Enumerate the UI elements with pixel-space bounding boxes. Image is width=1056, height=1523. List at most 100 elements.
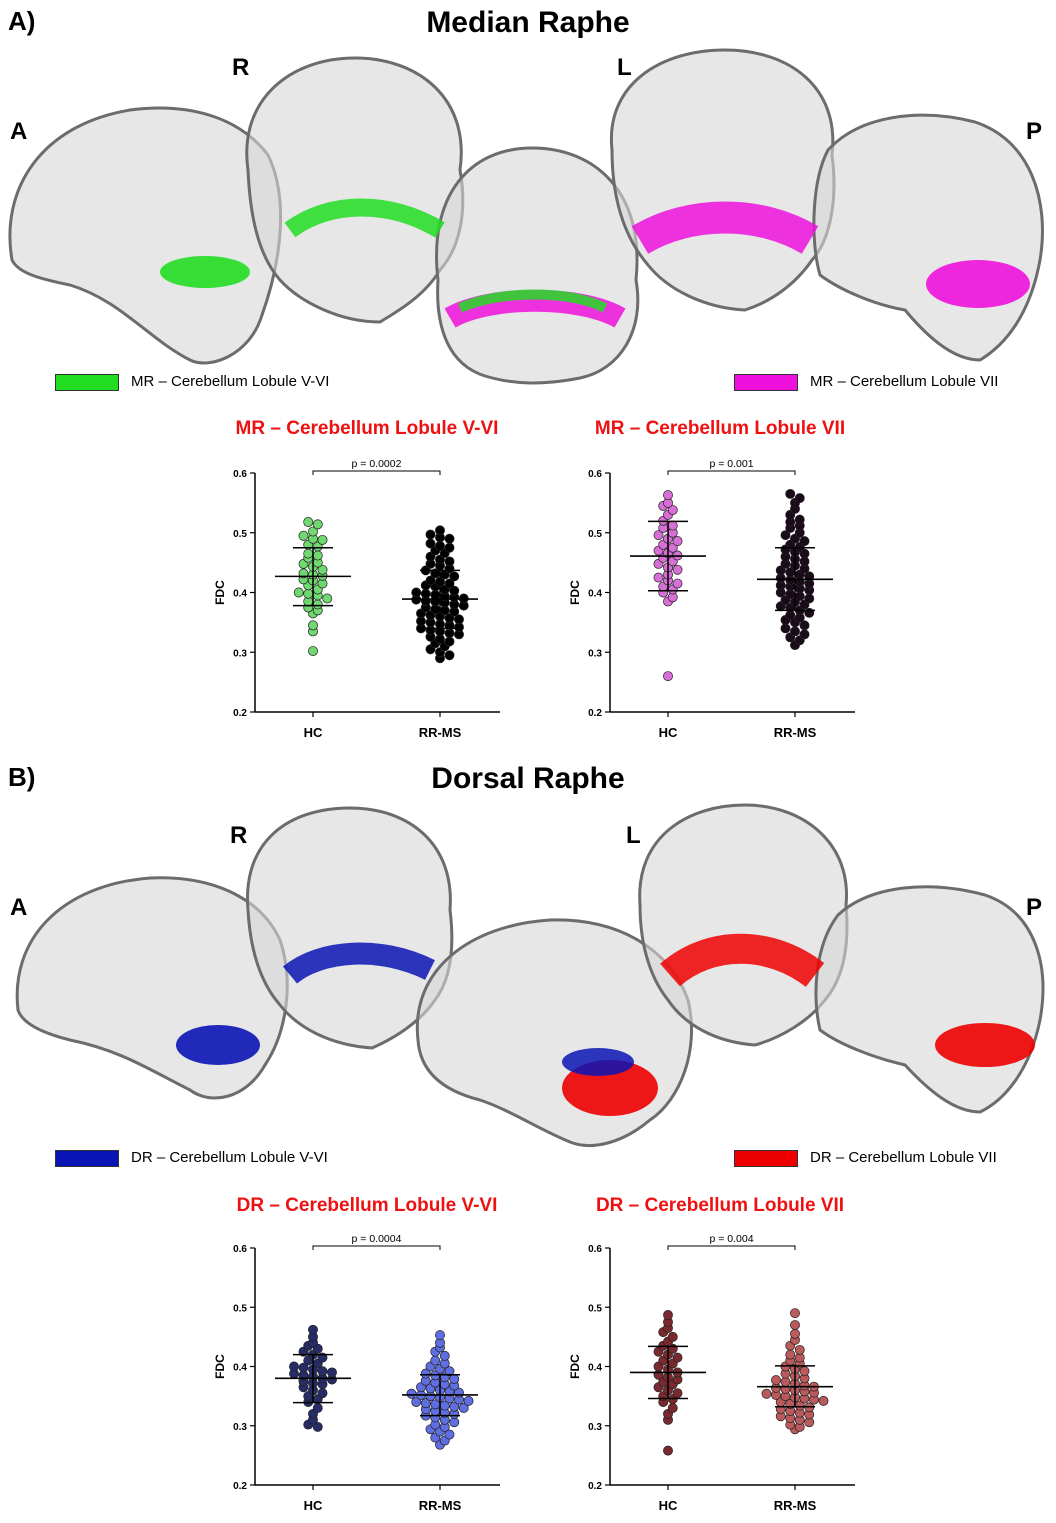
- data-point: [790, 1308, 800, 1319]
- orient-l-label: L: [617, 54, 632, 81]
- data-point: [298, 1362, 309, 1373]
- data-point: [312, 519, 323, 530]
- data-point: [449, 1417, 460, 1428]
- data-point: [444, 556, 455, 567]
- y-tick-label: 0.2: [233, 1481, 247, 1492]
- legend-label-dr-vii: DR – Cerebellum Lobule VII: [810, 1149, 997, 1166]
- data-point: [444, 650, 455, 661]
- data-point: [303, 548, 314, 559]
- orient-a-label-b: A: [10, 894, 28, 921]
- data-point: [667, 1403, 678, 1413]
- orient-r-label: R: [232, 54, 250, 81]
- data-point: [785, 488, 796, 499]
- x-tick-label: HC: [304, 1498, 323, 1513]
- data-point: [794, 514, 805, 525]
- x-tick-label: HC: [659, 725, 678, 740]
- data-point: [444, 1429, 455, 1440]
- y-tick-label: 0.2: [233, 708, 247, 719]
- data-point: [672, 578, 683, 589]
- data-point: [444, 1366, 455, 1377]
- y-tick-label: 0.6: [233, 1244, 247, 1255]
- data-point: [312, 599, 323, 610]
- data-point: [312, 550, 323, 561]
- data-point: [411, 1397, 422, 1407]
- y-tick-label: 0.6: [588, 1244, 602, 1255]
- data-point: [435, 1330, 445, 1341]
- data-point: [444, 578, 455, 589]
- data-point: [799, 620, 810, 631]
- data-point: [435, 525, 445, 536]
- p-value-bracket: [312, 1245, 441, 1250]
- brain-axial-center: [435, 146, 640, 385]
- data-point: [312, 1421, 323, 1432]
- data-point: [317, 1366, 328, 1377]
- chart-title-mr-v-vi: MR – Cerebellum Lobule V-VI: [235, 418, 499, 439]
- data-point: [289, 1361, 299, 1372]
- brain-lateral-right-b: [814, 885, 1045, 1114]
- data-point: [454, 614, 464, 625]
- x-tick-label: RR-MS: [419, 725, 462, 740]
- data-point: [799, 629, 810, 640]
- legend-label-dr-v-vi: DR – Cerebellum Lobule V-VI: [131, 1149, 328, 1166]
- data-point: [444, 542, 455, 553]
- data-point: [672, 1352, 683, 1363]
- data-point: [672, 564, 683, 575]
- brain-render-median-raphe: [8, 48, 1044, 385]
- data-point: [804, 593, 815, 604]
- data-point: [308, 1324, 318, 1335]
- panel-a-letter: A): [8, 6, 36, 36]
- data-point: [420, 1398, 431, 1409]
- p-value-bracket: [667, 470, 796, 475]
- scatter-chart-mr-v-vi: 0.2 0.3 0.4 0.5 0.6 FDC HC RR-MS p = 0.0002: [213, 458, 500, 740]
- data-point: [430, 589, 441, 600]
- data-point: [653, 1369, 664, 1380]
- y-tick-label: 0.6: [233, 469, 247, 480]
- x-tick-label: HC: [659, 1498, 678, 1513]
- scatter-chart-dr-vii: 0.2 0.3 0.4 0.5 0.6 FDC HC RR-MS p = 0.004: [568, 1233, 855, 1513]
- data-point: [663, 671, 673, 682]
- p-value-label: p = 0.0002: [352, 458, 402, 470]
- data-point: [435, 540, 445, 551]
- data-point: [785, 1349, 796, 1360]
- data-point: [818, 1395, 829, 1406]
- data-point: [439, 1350, 450, 1361]
- data-point: [780, 530, 791, 541]
- x-tick-label: RR-MS: [774, 1498, 817, 1513]
- data-point: [667, 505, 678, 515]
- y-tick-label: 0.5: [588, 529, 602, 540]
- brain-coronal-left: [609, 48, 836, 312]
- brain-coronal-right: [245, 56, 465, 324]
- chart-title-dr-vii: DR – Cerebellum Lobule VII: [595, 1195, 845, 1216]
- orient-p-label-b: P: [1026, 894, 1043, 921]
- data-point: [667, 1331, 678, 1342]
- data-point: [761, 1388, 772, 1399]
- y-tick-label: 0.6: [588, 469, 602, 480]
- data-point: [663, 1310, 673, 1320]
- y-tick-label: 0.4: [233, 1363, 247, 1374]
- panel-b-title: Dorsal Raphe: [431, 762, 625, 795]
- orient-r-label-b: R: [230, 822, 248, 849]
- data-point: [663, 490, 673, 501]
- data-point: [308, 620, 318, 631]
- data-point: [458, 1403, 469, 1413]
- data-point: [411, 587, 422, 598]
- legend-label-mr-vii: MR – Cerebellum Lobule VII: [810, 373, 999, 390]
- data-point: [308, 526, 318, 537]
- orient-l-label-b: L: [626, 822, 641, 849]
- scatter-chart-mr-vii: 0.2 0.3 0.4 0.5 0.6 FDC HC RR-MS p = 0.001: [568, 458, 855, 740]
- data-point: [406, 1388, 417, 1399]
- data-point: [672, 1388, 683, 1399]
- y-axis-label: FDC: [213, 1354, 227, 1379]
- data-point: [420, 1368, 431, 1379]
- data-point: [312, 1403, 323, 1413]
- panel-a-title: Median Raphe: [426, 6, 630, 39]
- data-point: [293, 587, 304, 598]
- data-point: [444, 533, 455, 544]
- data-point: [317, 1388, 328, 1399]
- data-point: [653, 572, 664, 583]
- data-point: [804, 607, 815, 618]
- data-point: [672, 536, 683, 547]
- data-point: [780, 623, 791, 634]
- data-point: [663, 1445, 673, 1456]
- legend-swatch-dr-vii: [734, 1150, 798, 1167]
